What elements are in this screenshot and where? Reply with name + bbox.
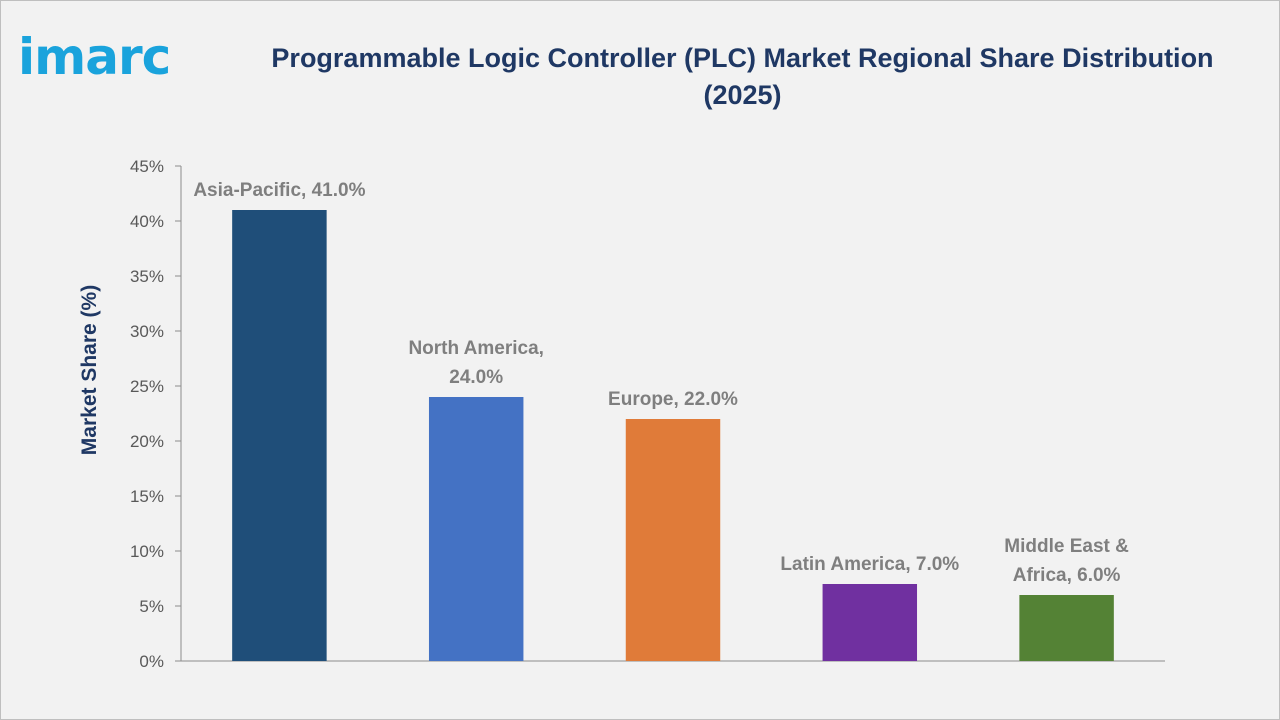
y-tick-label: 10% [130,542,164,561]
y-tick-label: 35% [130,267,164,286]
y-tick-label: 30% [130,322,164,341]
y-tick-label: 20% [130,432,164,451]
y-tick-label: 5% [139,597,164,616]
data-label: North America, [408,338,544,359]
data-labels: Asia-Pacific, 41.0% North America, 24.0% Eu… [193,180,1129,586]
bar [232,210,327,661]
bar [822,584,918,661]
data-label: Europe, 22.0% [608,389,738,410]
data-label: Africa, 6.0% [1013,565,1121,586]
data-label: Middle East & [1004,536,1129,557]
bars [232,210,1114,661]
y-tick-label: 45% [130,157,164,176]
chart-title: Programmable Logic Controller (PLC) Mark… [271,43,1214,110]
y-axis: 0% 5% 10% 15% 20% 25% 30% 35% 40% 45% [130,157,1165,671]
bar [1019,595,1114,661]
data-label: Latin America, 7.0% [780,554,959,575]
y-tick-label: 25% [130,377,164,396]
y-tick-label: 0% [139,652,164,671]
y-axis-label: Market Share (%) [78,285,101,455]
data-label: Asia-Pacific, 41.0% [193,180,365,201]
data-label: 24.0% [449,367,503,388]
bar [428,397,524,661]
y-tick-label: 15% [130,487,164,506]
y-tick-label: 40% [130,212,164,231]
logo-text: imarc [18,28,170,86]
bar [625,419,721,661]
imarc-logo: imarc [18,28,171,86]
